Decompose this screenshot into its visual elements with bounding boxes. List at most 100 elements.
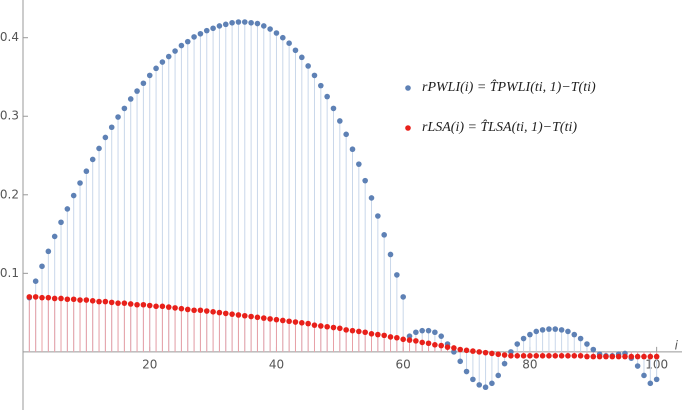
- point: [102, 298, 109, 305]
- legend-marker: [405, 125, 411, 131]
- x-axis-label: i: [675, 338, 679, 352]
- point: [159, 303, 166, 310]
- point: [489, 350, 495, 357]
- point: [146, 302, 153, 309]
- point: [451, 345, 457, 351]
- point: [191, 34, 197, 40]
- point: [286, 318, 292, 325]
- point: [140, 301, 147, 308]
- point: [77, 297, 83, 303]
- point: [425, 327, 432, 334]
- point: [254, 314, 261, 321]
- point: [438, 333, 445, 339]
- point: [292, 47, 299, 54]
- x-tick-label: 60: [396, 357, 411, 371]
- point: [501, 360, 508, 367]
- point: [653, 376, 660, 383]
- point: [64, 206, 71, 212]
- y-tick-label: 0.4: [0, 30, 19, 44]
- point: [596, 353, 603, 360]
- point: [210, 25, 216, 32]
- point: [508, 349, 514, 355]
- point: [368, 195, 375, 201]
- point: [419, 339, 426, 346]
- point: [628, 353, 635, 360]
- point: [108, 124, 115, 131]
- point: [191, 307, 197, 314]
- point: [184, 306, 191, 313]
- point: [432, 329, 438, 336]
- point: [178, 42, 185, 49]
- point: [64, 296, 71, 303]
- point: [343, 131, 349, 138]
- point: [121, 300, 128, 306]
- point: [584, 353, 590, 360]
- point: [279, 317, 286, 324]
- point: [419, 327, 426, 334]
- point: [432, 342, 438, 348]
- point: [216, 309, 223, 316]
- point: [58, 295, 64, 302]
- point: [216, 23, 223, 29]
- point: [70, 192, 77, 199]
- x-tick-label: 40: [269, 357, 284, 371]
- point: [584, 341, 590, 347]
- point: [318, 82, 324, 89]
- point: [590, 346, 597, 353]
- point: [26, 294, 33, 300]
- legend-marker: [405, 85, 411, 91]
- point: [634, 363, 641, 369]
- point: [375, 331, 381, 338]
- point: [108, 299, 115, 306]
- point: [476, 382, 483, 388]
- point: [362, 329, 368, 336]
- point: [134, 88, 140, 94]
- point: [406, 333, 413, 339]
- point: [115, 114, 121, 120]
- point: [51, 295, 58, 302]
- point: [89, 156, 96, 163]
- point: [330, 105, 337, 112]
- point: [45, 248, 52, 255]
- point: [222, 310, 229, 317]
- point: [425, 340, 432, 347]
- point: [235, 19, 242, 25]
- point: [229, 19, 235, 26]
- point: [356, 328, 362, 335]
- point: [299, 320, 305, 326]
- point: [305, 63, 311, 69]
- y-tick-label: 0.2: [0, 187, 19, 201]
- point: [311, 72, 318, 79]
- point: [387, 334, 394, 340]
- point: [514, 353, 521, 359]
- point: [527, 353, 533, 359]
- point: [77, 180, 83, 186]
- point: [444, 344, 451, 350]
- point: [615, 353, 622, 360]
- point: [172, 48, 178, 54]
- point: [482, 349, 489, 356]
- point: [248, 19, 254, 26]
- point: [470, 376, 476, 383]
- point: [375, 213, 381, 219]
- point: [273, 316, 280, 323]
- point: [292, 319, 299, 325]
- point: [463, 347, 470, 354]
- point: [457, 346, 464, 353]
- point: [241, 312, 248, 319]
- point: [565, 353, 571, 359]
- point: [571, 331, 578, 338]
- point: [368, 331, 375, 337]
- point: [83, 168, 90, 175]
- point: [299, 54, 305, 61]
- point: [653, 353, 660, 360]
- point: [146, 72, 153, 79]
- point: [39, 294, 45, 301]
- y-tick-label: 0.1: [0, 266, 19, 280]
- point: [394, 334, 400, 341]
- point: [172, 305, 178, 311]
- point: [241, 19, 248, 25]
- legend-label: rLSA(i) = T̂LSA(ti, 1)−T(ti): [422, 119, 577, 135]
- point: [546, 353, 552, 359]
- point: [260, 23, 267, 29]
